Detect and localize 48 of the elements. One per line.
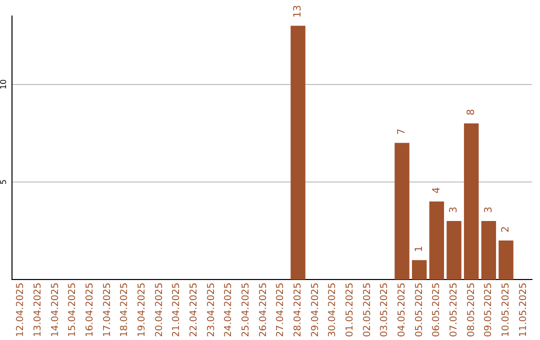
x-tick-label: 16.04.2025 (84, 282, 96, 338)
x-tick-label: 29.04.2025 (310, 282, 321, 338)
x-tick-label: 10.05.2025 (500, 282, 512, 338)
x-tick-label: 30.04.2025 (327, 282, 338, 338)
x-tick-label: 23.04.2025 (206, 282, 217, 338)
data-label: 2 (500, 226, 512, 233)
bar (394, 142, 410, 280)
bar (290, 26, 306, 280)
data-label: 1 (414, 246, 425, 252)
data-label: 8 (466, 109, 477, 116)
x-tick-label: 02.05.2025 (362, 282, 373, 338)
x-tick-label: 12.04.2025 (15, 282, 26, 338)
bar (464, 123, 479, 280)
y-tick-label: 5 (0, 179, 8, 185)
x-tick-label: 11.05.2025 (518, 282, 529, 338)
x-tick-label: 01.05.2025 (344, 282, 356, 338)
x-tick-label: 09.05.2025 (483, 282, 494, 338)
x-tick-label: 18.04.2025 (119, 282, 130, 338)
bar (498, 240, 514, 280)
x-tick-label: 27.04.2025 (275, 282, 286, 338)
x-tick-label: 17.04.2025 (102, 282, 113, 338)
bar (446, 221, 462, 280)
bar (481, 221, 496, 280)
data-label: 3 (448, 206, 460, 214)
bar (412, 260, 427, 280)
x-tick-label: 08.05.2025 (466, 282, 477, 338)
bar (429, 202, 444, 280)
x-tick-label: 14.04.2025 (50, 282, 61, 338)
x-tick-label: 07.05.2025 (448, 282, 460, 338)
x-tick-label: 24.04.2025 (223, 282, 234, 338)
x-tick-label: 15.04.2025 (67, 282, 78, 338)
data-label: 4 (431, 187, 442, 194)
x-tick-label: 21.04.2025 (171, 282, 182, 338)
x-tick-label: 03.05.2025 (379, 282, 390, 338)
x-tick-label: 20.04.2025 (154, 282, 165, 338)
x-tick-label: 04.05.2025 (396, 282, 408, 338)
x-tick-label: 05.05.2025 (414, 282, 425, 338)
y-tick-label: 10 (0, 79, 8, 90)
data-label: 3 (483, 206, 494, 214)
data-label: 7 (396, 128, 408, 135)
x-tick-label: 19.04.2025 (136, 282, 148, 338)
x-tick-label: 13.04.2025 (32, 282, 44, 338)
data-label: 13 (292, 5, 304, 18)
x-tick-label: 06.05.2025 (431, 282, 442, 338)
x-tick-label: 25.04.2025 (240, 282, 252, 338)
x-tick-label: 22.04.2025 (188, 282, 200, 338)
x-tick-label: 28.04.2025 (292, 282, 304, 338)
x-tick-label: 26.04.2025 (258, 282, 269, 338)
